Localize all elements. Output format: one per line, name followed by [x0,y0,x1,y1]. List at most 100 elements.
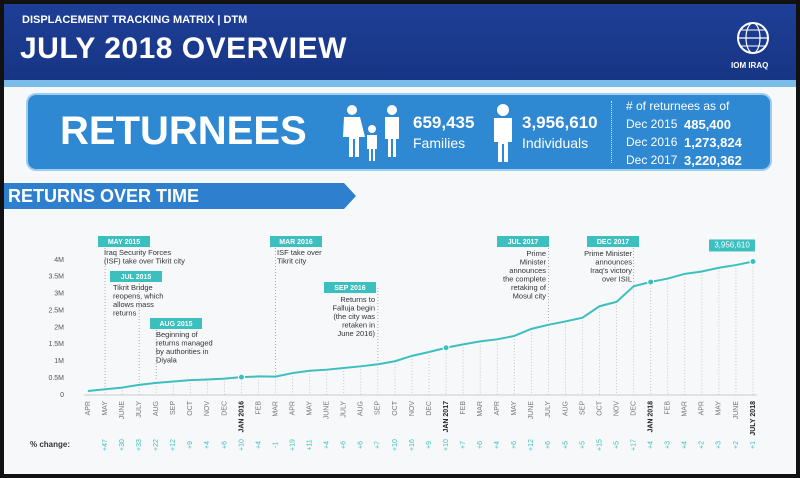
y-tick-label: 1.5M [48,341,64,348]
section-title: RETURNS OVER TIME [8,186,199,206]
individuals-value: 3,956,610 [522,113,598,132]
annotation-text: Prime [526,249,546,258]
annotation-text: over ISIL [602,274,632,283]
pct-change-value: +47 [102,439,109,451]
annotation-tag [150,318,202,329]
annotation-text: June 2016) [337,329,375,338]
pct-change-value: +4 [324,441,331,449]
header-title: JULY 2018 OVERVIEW [20,32,347,65]
pct-change-value: +1 [750,441,757,449]
logo-text: IOM IRAQ [731,61,769,70]
pct-change-value: +6 [477,441,484,449]
x-tick-label: AUG [562,401,569,416]
annotation-text: announces [595,257,632,266]
history-heading: # of returnees as of [626,99,730,113]
pct-change-value: +6 [341,441,348,449]
families-value: 659,435 [413,113,475,132]
x-tick-label: JUNE [528,401,535,420]
annotation-tag [497,236,549,247]
pct-change-value: +15 [596,439,603,451]
line [87,260,754,392]
annotation-text: Falluja begin [332,303,375,312]
pct-change-value: +10 [392,439,399,451]
pct-change-value: +7 [375,441,382,449]
annotation-date: DEC 2017 [597,239,629,246]
x-tick-label: MAY [716,401,723,416]
marker [237,373,245,381]
annotation-date: SEP 2016 [334,285,366,292]
y-tick-label: 1M [54,358,64,365]
value-label: 3,956,610 [714,241,750,250]
x-tick-label: DEC [221,401,228,416]
annotation-date: MAY 2015 [108,239,140,246]
pct-change-value: +16 [409,439,416,451]
marker [749,257,757,265]
x-tick-label: DEC [630,401,637,416]
annotation-date: MAR 2016 [279,239,313,246]
divider [611,101,612,163]
annotation-text: announces [509,266,546,275]
history-value: 485,400 [684,117,731,132]
pct-change-value: +4 [204,441,211,449]
annotation-tag [587,236,639,247]
logo [737,22,769,54]
annotation-date: JUL 2017 [508,239,539,246]
annotation-text: ISF take over [277,248,322,257]
annotation-text: Minister [520,257,547,266]
y-tick-label: 3M [54,291,64,298]
annotation-date: AUG 2015 [159,321,192,328]
value-label-box [709,239,755,252]
x-tick-label: OCT [596,400,603,416]
individual-icon [494,104,512,162]
frame: DISPLACEMENT TRACKING MATRIX | DTM JULY … [4,4,796,474]
history-value: 1,273,824 [684,135,742,150]
pct-change-value: +22 [153,439,160,451]
x-tick-label: MAR [272,401,279,417]
annotation-text: Iraq's victory [590,266,632,275]
x-tick-label: JUNE [119,401,126,420]
x-tick-label: FEB [665,401,672,415]
x-tick-label: MAY [102,401,109,416]
pct-change-value: +5 [562,441,569,449]
y-tick-label: 4M [54,257,64,264]
pct-change-value: +17 [630,439,637,451]
section-tag: RETURNS OVER TIME [4,183,356,209]
pct-change-value: +6 [358,441,365,449]
annotation-text: Mosul city [513,291,547,300]
pct-change-value: +4 [648,441,655,449]
annotation-text: Tikrit Bridge [113,283,153,292]
x-tick-label: NOV [204,401,211,417]
y-tick-label: 2M [54,324,64,331]
pct-change-value: +10 [238,439,245,451]
x-tick-label: MAY [511,401,518,416]
pct-change-value: +12 [170,439,177,451]
pct-change-value: +9 [187,441,194,449]
annotation-text: by authorities in [156,347,209,356]
annotation-text: retaken in [342,320,375,329]
pct-change-value: +6 [511,441,518,449]
pct-change-value: +5 [613,441,620,449]
x-tick-label: JAN 2017 [443,401,450,433]
header-subtitle: DISPLACEMENT TRACKING MATRIX | DTM [22,14,248,26]
x-tick-label: APR [494,401,501,415]
x-tick-label: OCT [392,400,399,416]
marker [442,344,450,352]
y-tick-label: 3.5M [48,274,64,281]
x-tick-label: APR [85,401,92,415]
annotation-text: Returns to [340,295,375,304]
x-tick-label: JUNE [733,401,740,420]
annotation-text: Beginning of [156,330,199,339]
x-tick-label: OCT [187,400,194,416]
marker [647,278,655,286]
pct-change-value: +2 [733,441,740,449]
x-tick-label: JUNE [324,401,331,420]
individuals-label: Individuals [522,135,589,151]
x-tick-label: JULY 2018 [750,401,757,436]
y-tick-label: 0.5M [48,375,64,382]
history-date: Dec 2016 [626,135,678,149]
summary-title: RETURNEES [60,109,307,153]
pct-change-value: -1 [272,442,279,448]
annotation-text: retaking of [511,283,547,292]
annotation-text: returns managed [156,338,213,347]
